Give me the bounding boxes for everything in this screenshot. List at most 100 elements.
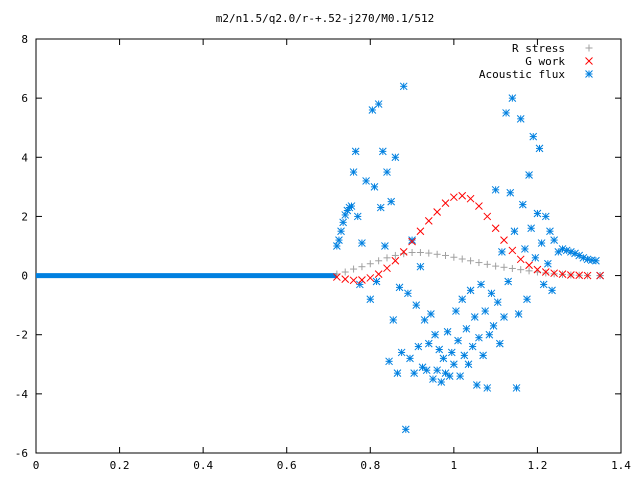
acoustic-flux-point bbox=[464, 360, 473, 369]
g-work-point bbox=[374, 270, 383, 278]
r-stress-point bbox=[517, 266, 525, 274]
acoustic-flux-point bbox=[439, 354, 448, 363]
r-stress-point bbox=[475, 259, 483, 267]
r-stress-point bbox=[542, 269, 550, 277]
acoustic-flux-point bbox=[554, 248, 563, 256]
acoustic-flux-point bbox=[399, 82, 408, 91]
acoustic-flux-point bbox=[441, 369, 450, 378]
acoustic-flux-point bbox=[353, 212, 362, 221]
x-tick-label: 0.8 bbox=[360, 459, 380, 472]
r-stress-point bbox=[508, 264, 516, 272]
r-stress-point bbox=[416, 249, 424, 257]
acoustic-flux-point bbox=[437, 378, 446, 386]
x-tick-label: 1.4 bbox=[611, 459, 631, 472]
r-stress-point bbox=[492, 262, 500, 270]
acoustic-flux-point bbox=[397, 348, 406, 357]
acoustic-flux-point bbox=[541, 212, 550, 221]
g-work-point bbox=[596, 271, 604, 280]
acoustic-flux-point bbox=[550, 236, 558, 244]
acoustic-flux-point bbox=[529, 132, 538, 141]
acoustic-flux-point bbox=[452, 307, 460, 315]
acoustic-flux-point bbox=[404, 289, 412, 298]
acoustic-flux-point bbox=[544, 259, 552, 268]
acoustic-flux-point bbox=[391, 153, 400, 162]
x-tick-label: 0 bbox=[33, 459, 40, 472]
acoustic-flux-point bbox=[583, 255, 592, 264]
g-work-point bbox=[491, 224, 500, 233]
g-work-point bbox=[424, 217, 433, 225]
x-tick-label: 0.6 bbox=[277, 459, 297, 472]
r-stress-point bbox=[350, 265, 358, 273]
acoustic-flux-point bbox=[458, 295, 467, 304]
r-stress-point bbox=[458, 255, 466, 263]
g-work-point bbox=[475, 202, 483, 210]
acoustic-flux-point bbox=[462, 324, 471, 333]
acoustic-flux-point bbox=[374, 100, 383, 108]
g-work-point bbox=[558, 270, 567, 278]
acoustic-flux-point bbox=[483, 384, 492, 392]
acoustic-flux-point bbox=[502, 109, 510, 117]
acoustic-flux-point bbox=[414, 342, 423, 351]
r-stress-point bbox=[425, 249, 433, 257]
acoustic-flux-point bbox=[466, 286, 475, 295]
chart-marks bbox=[36, 82, 604, 434]
plot-frame bbox=[35, 38, 622, 454]
y-tick-label: -4 bbox=[15, 388, 29, 401]
acoustic-flux-point bbox=[420, 316, 429, 324]
y-tick-label: 2 bbox=[21, 210, 28, 223]
acoustic-flux-point bbox=[477, 280, 485, 289]
x-tick-label: 1.2 bbox=[527, 459, 547, 472]
acoustic-flux-point bbox=[429, 375, 437, 383]
acoustic-flux-point bbox=[393, 369, 402, 378]
acoustic-flux-point bbox=[381, 242, 389, 250]
r-stress-point bbox=[450, 253, 458, 261]
legend-label-r-stress: R stress bbox=[512, 42, 565, 55]
acoustic-flux-point bbox=[424, 339, 433, 348]
acoustic-flux-point bbox=[512, 384, 521, 392]
acoustic-flux-point bbox=[498, 248, 506, 256]
r-stress-point bbox=[391, 251, 399, 259]
acoustic-flux-point bbox=[410, 369, 419, 378]
acoustic-flux-point bbox=[339, 218, 347, 227]
acoustic-flux-point bbox=[510, 227, 519, 236]
acoustic-flux-point bbox=[443, 327, 452, 336]
acoustic-flux-point bbox=[378, 147, 387, 156]
acoustic-flux-point bbox=[358, 239, 366, 247]
y-tick-label: 0 bbox=[21, 270, 28, 283]
acoustic-flux-point bbox=[456, 372, 464, 380]
acoustic-flux-point bbox=[481, 307, 490, 315]
g-work-point bbox=[533, 265, 542, 274]
r-stress-point bbox=[433, 250, 441, 258]
g-work-point bbox=[416, 227, 425, 236]
acoustic-flux-point bbox=[389, 316, 398, 324]
acoustic-flux-point bbox=[506, 188, 515, 197]
acoustic-flux-point bbox=[535, 144, 544, 153]
acoustic-flux-point bbox=[475, 333, 483, 342]
acoustic-flux-point bbox=[385, 357, 393, 366]
x-tick-label: 0.4 bbox=[193, 459, 213, 472]
acoustic-flux-point bbox=[527, 224, 536, 233]
acoustic-flux-point bbox=[546, 227, 554, 236]
acoustic-flux-point bbox=[500, 313, 508, 321]
acoustic-flux-point bbox=[487, 289, 496, 298]
acoustic-flux-point bbox=[533, 209, 542, 218]
acoustic-flux-point bbox=[468, 342, 477, 351]
acoustic-flux-point bbox=[514, 310, 523, 318]
g-work-point bbox=[583, 271, 592, 280]
g-work-point bbox=[541, 268, 550, 276]
y-tick-label: 4 bbox=[21, 151, 28, 164]
acoustic-flux-point bbox=[508, 94, 517, 102]
acoustic-flux-point bbox=[347, 202, 356, 210]
chart-title: m2/n1.5/q2.0/r-+.52-j270/M0.1/512 bbox=[216, 12, 435, 25]
acoustic-flux-point bbox=[516, 114, 525, 123]
acoustic-flux-point bbox=[422, 366, 431, 375]
g-work-point bbox=[333, 273, 341, 281]
g-work-point bbox=[450, 193, 458, 202]
acoustic-flux-point bbox=[351, 147, 360, 156]
acoustic-flux-point bbox=[335, 236, 343, 244]
x-tick-label: 1 bbox=[451, 459, 458, 472]
acoustic-flux-point bbox=[333, 242, 341, 250]
g-work-point bbox=[349, 276, 358, 285]
